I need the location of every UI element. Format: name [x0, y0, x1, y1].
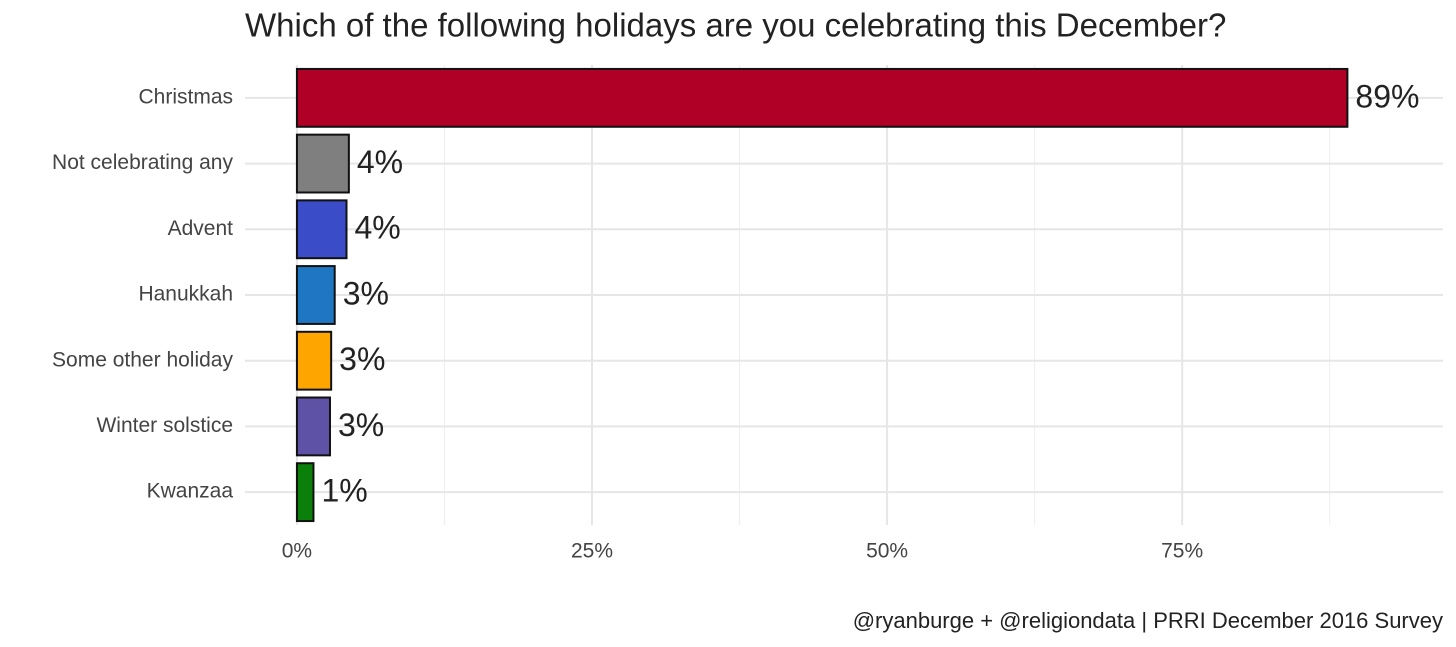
- y-tick-label: Not celebrating any: [52, 151, 233, 174]
- y-tick-label: Winter solstice: [96, 414, 233, 437]
- x-tick-label: 25%: [571, 540, 613, 563]
- bar: [295, 330, 333, 391]
- bar: [295, 396, 331, 457]
- y-tick-label: Some other holiday: [52, 348, 233, 371]
- y-tick-label: Kwanzaa: [147, 480, 234, 503]
- value-label: 3%: [339, 341, 385, 377]
- bar: [295, 133, 350, 194]
- value-label: 3%: [338, 407, 384, 443]
- y-tick-label: Christmas: [138, 85, 233, 108]
- value-label: 4%: [355, 210, 401, 246]
- value-label: 1%: [321, 473, 367, 509]
- bar: [295, 199, 348, 260]
- y-tick-label: Advent: [168, 217, 234, 240]
- x-tick-label: 0%: [282, 540, 312, 563]
- chart-title: Which of the following holidays are you …: [245, 7, 1226, 44]
- x-tick-label: 50%: [866, 540, 908, 563]
- value-label: 4%: [357, 144, 403, 180]
- x-tick-label: 75%: [1161, 540, 1203, 563]
- bar: [295, 67, 1349, 128]
- caption: @ryanburge + @religiondata | PRRI Decemb…: [853, 608, 1443, 633]
- value-label: 89%: [1355, 78, 1419, 114]
- y-tick-label: Hanukkah: [138, 283, 233, 306]
- bar: [295, 265, 336, 325]
- value-label: 3%: [343, 275, 389, 311]
- bar: [295, 462, 315, 523]
